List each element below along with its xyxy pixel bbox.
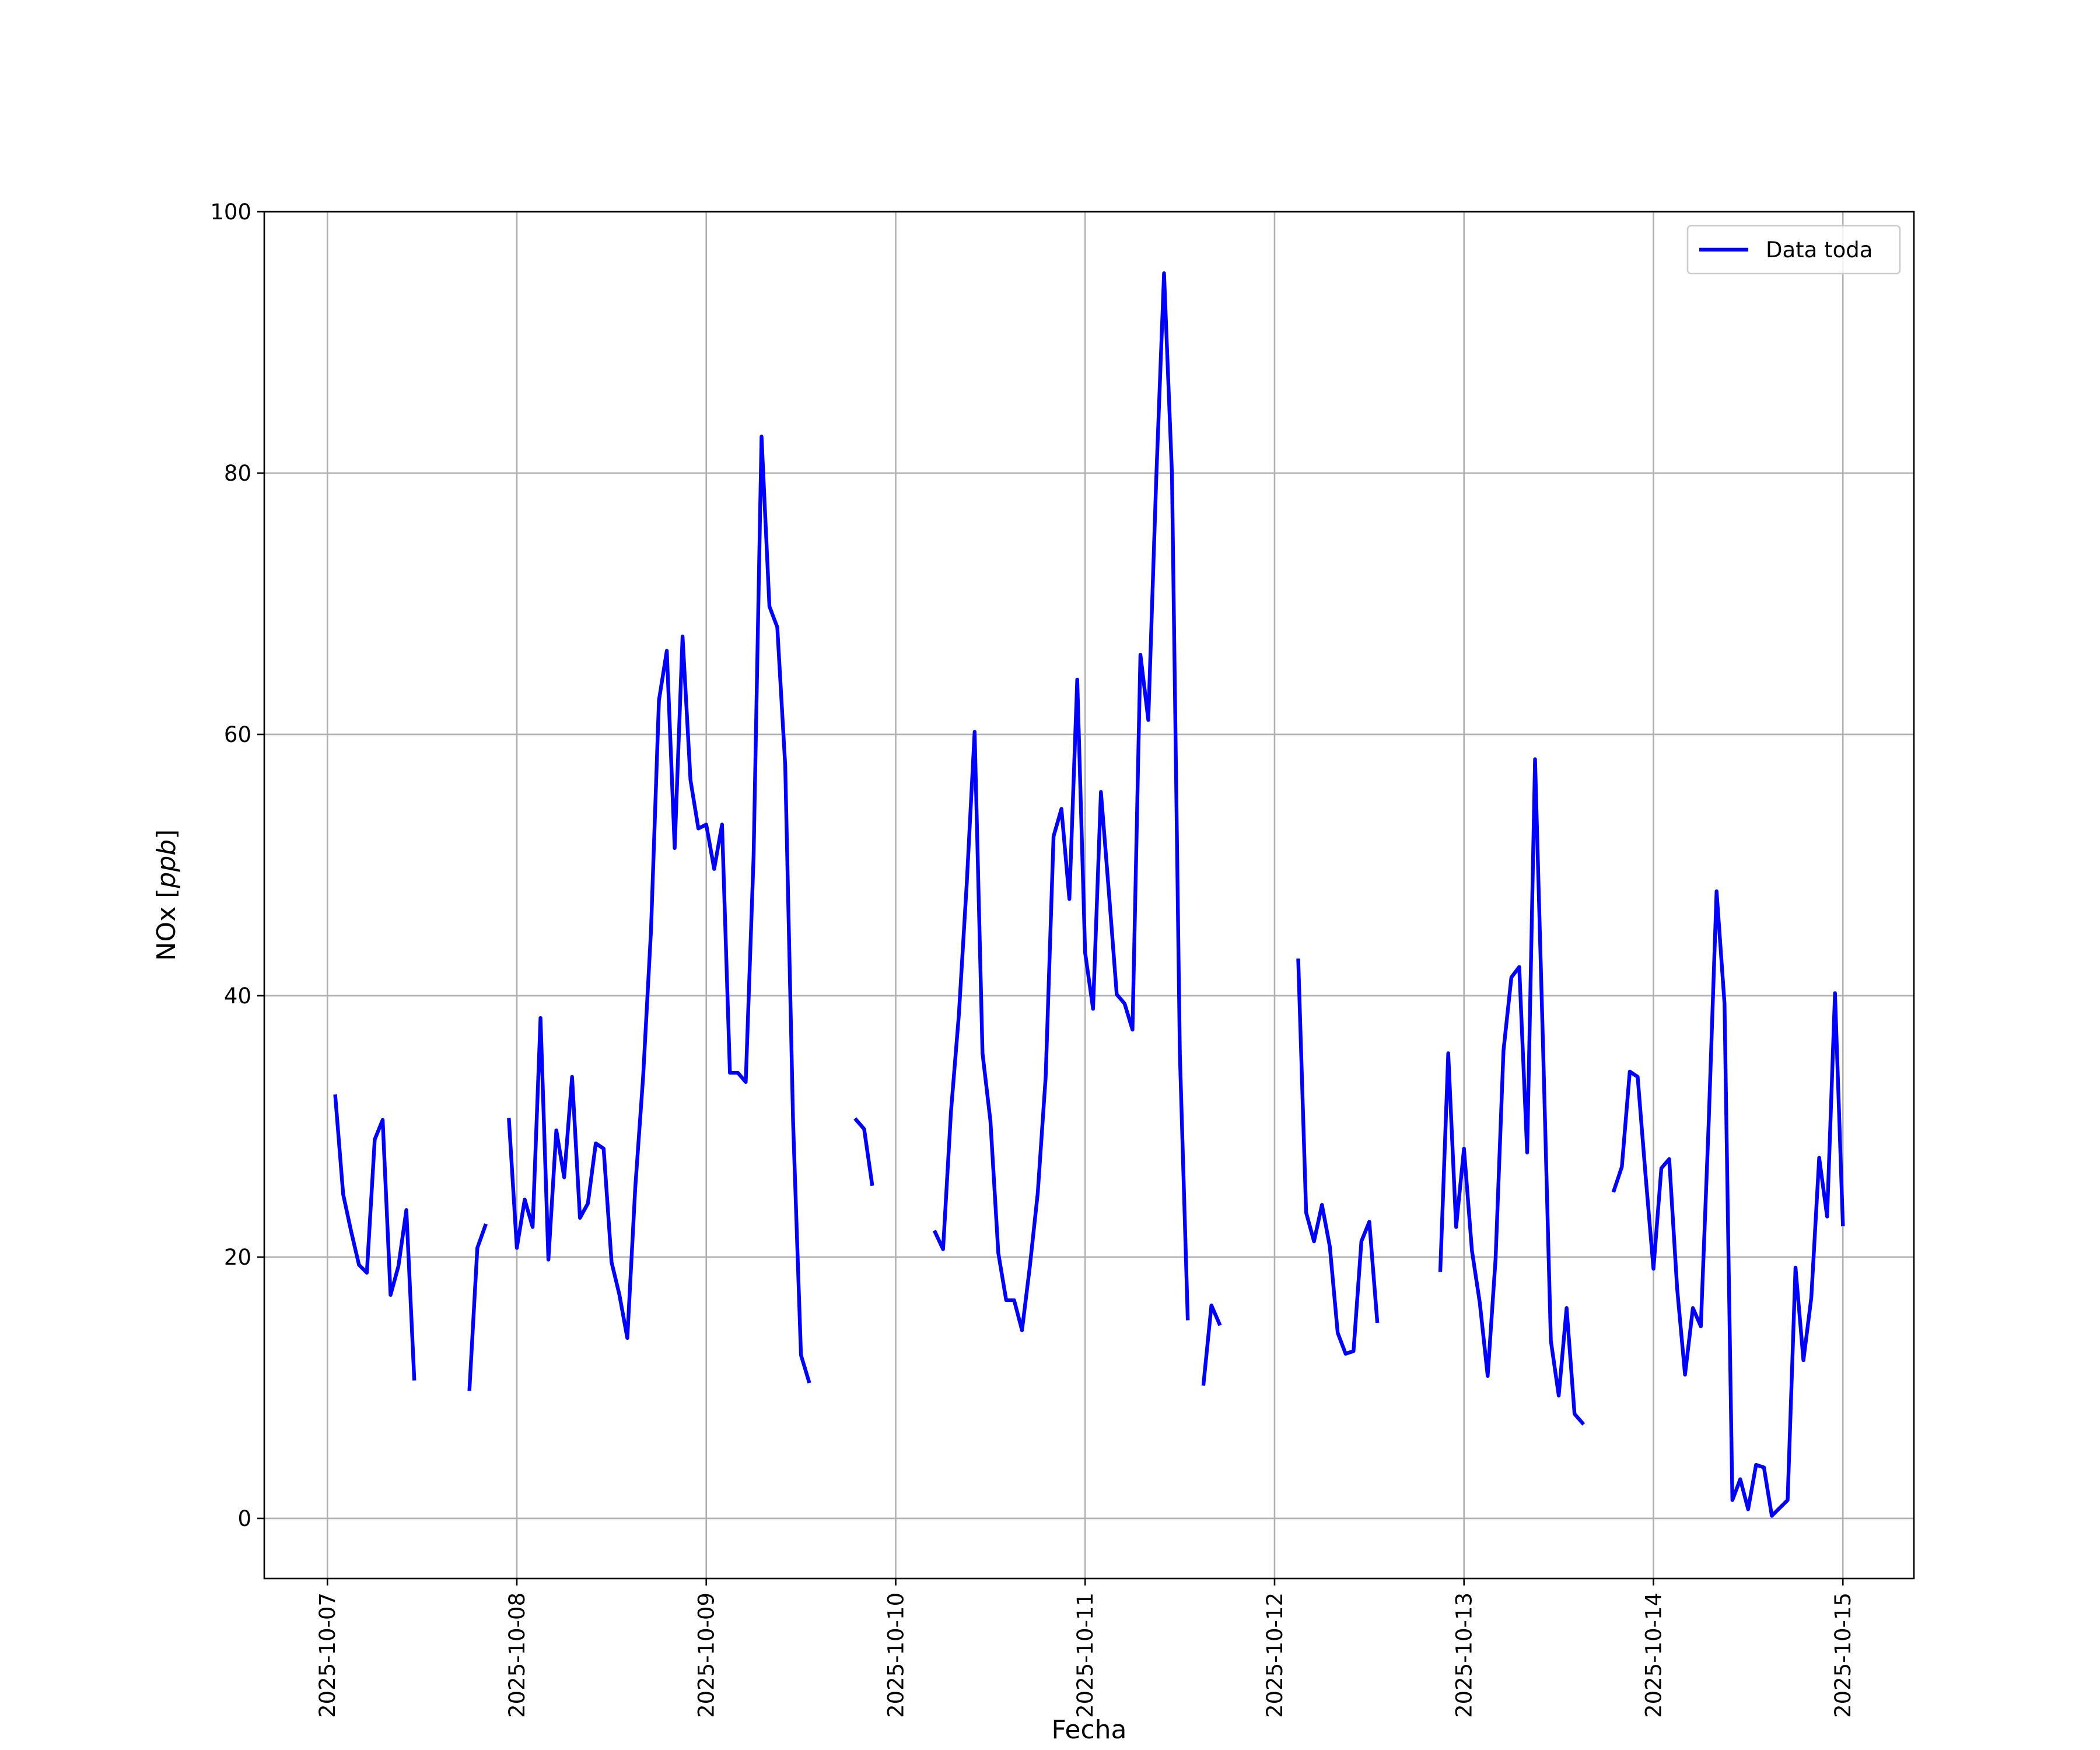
x-tick-label: 2025-10-10: [883, 1592, 908, 1718]
axis-ticks: 2025-10-07 2025-10-08 2025-10-09 2025-10-10…: [210, 200, 1856, 1718]
series-line-segment: [333, 1094, 416, 1381]
y-tick-label: 0: [237, 1506, 251, 1531]
series-line-segment: [1438, 757, 1586, 1426]
legend-box: [1686, 225, 1901, 275]
x-tick-label: 2025-10-07: [315, 1592, 340, 1718]
y-tick-label: 100: [210, 200, 251, 225]
series-line-segment: [1296, 958, 1380, 1356]
plot-frame: [263, 211, 1915, 1580]
x-tick-label: 2025-10-09: [694, 1592, 719, 1718]
y-axis-label: NOx [ppb]: [152, 830, 181, 961]
legend: Data toda: [1686, 225, 1901, 275]
x-tick-label: 2025-10-12: [1262, 1592, 1287, 1718]
y-tick-label: 20: [224, 1245, 251, 1270]
x-tick-label: 2025-10-13: [1452, 1592, 1477, 1718]
series-line-segment: [1201, 1303, 1222, 1386]
series-line-segment: [1611, 889, 1845, 1518]
x-tick-label: 2025-10-11: [1073, 1592, 1098, 1718]
y-tick-label: 80: [224, 461, 251, 486]
series-line-segment: [507, 435, 811, 1384]
series-line-segment: [932, 271, 1190, 1332]
series-line-segment: [853, 1117, 874, 1186]
grid: [264, 211, 1914, 1578]
x-axis-label: Fecha: [1051, 1715, 1126, 1745]
x-tick-label: 2025-10-15: [1831, 1592, 1856, 1718]
series-data-toda: [333, 271, 1845, 1518]
y-tick-label: 60: [224, 722, 251, 747]
x-tick-label: 2025-10-08: [505, 1592, 530, 1718]
y-tick-label: 40: [224, 984, 251, 1009]
legend-label-data-toda: Data toda: [1766, 237, 1873, 262]
x-tick-label: 2025-10-14: [1641, 1592, 1666, 1718]
series-line-segment: [467, 1223, 488, 1391]
